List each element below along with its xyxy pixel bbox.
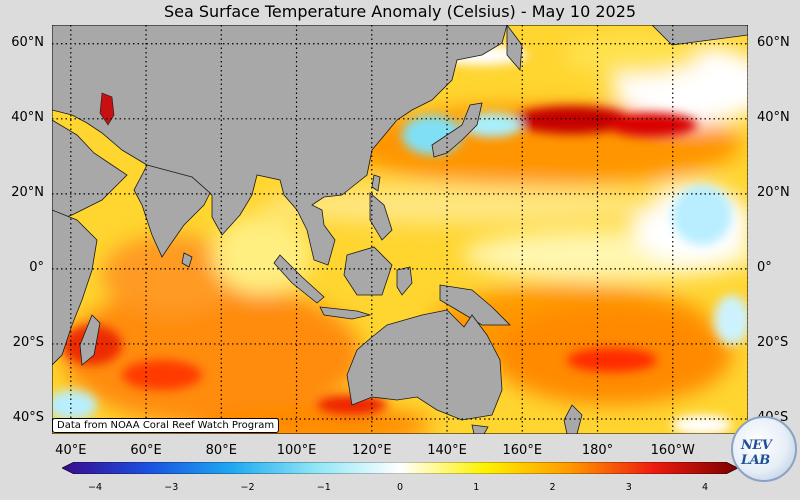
graticule (52, 25, 748, 434)
sst-anomaly-map (52, 25, 748, 434)
latitude-label-left: 40°S (12, 409, 44, 425)
latitude-label-right: 0° (757, 259, 772, 275)
land-tasmania (471, 424, 489, 434)
longitude-label: 140°E (427, 443, 467, 458)
latitude-label-left: 20°S (12, 334, 44, 350)
longitude-label: 40°E (55, 443, 87, 458)
land-java (319, 306, 372, 320)
land-sumatra (273, 254, 325, 304)
longitude-label: 100°E (276, 443, 317, 458)
land-taiwan (371, 174, 381, 192)
colorbar-tick-label: 3 (625, 482, 632, 493)
land-india (133, 164, 211, 258)
longitude-label: 120°E (352, 443, 392, 458)
colorbar-tick-label: −3 (164, 482, 179, 493)
colorbar (62, 462, 738, 474)
land-borneo (343, 246, 393, 296)
latitude-label-right: 20°S (757, 334, 789, 350)
logo-text: NEV LAB (741, 438, 772, 468)
latitude-label-right: 60°N (757, 34, 790, 50)
colorbar-tick-label: 1 (473, 482, 480, 493)
land-africa (52, 209, 98, 366)
land-madagascar (79, 314, 101, 366)
latitude-label-left: 60°N (11, 34, 44, 50)
land-alaska-north-america (651, 25, 748, 46)
caspian-sea (99, 92, 115, 126)
land-australia (346, 309, 503, 421)
colorbar-tick-label: −2 (240, 482, 255, 493)
colorbar-tick-label: 2 (549, 482, 556, 493)
colorbar-tick-label: −4 (87, 482, 103, 493)
longitude-label: 60°E (130, 443, 162, 458)
latitude-label-left: 0° (29, 259, 44, 275)
land-kamchatka (506, 25, 523, 71)
latitude-label-left: 20°N (11, 184, 44, 200)
land-japan (431, 102, 483, 158)
colorbar-tick-label: 4 (701, 482, 709, 493)
data-credit-box: Data from NOAA Coral Reef Watch Program (52, 418, 280, 433)
land-philippines (369, 192, 393, 241)
land-new-guinea (439, 284, 511, 326)
nevlab-logo: NEV LAB (731, 416, 797, 482)
map-title: Sea Surface Temperature Anomaly (Celsius… (163, 2, 637, 21)
colorbar-tick-label: −1 (316, 482, 331, 493)
longitude-label: 180° (581, 443, 614, 458)
land-masses (52, 25, 748, 434)
colorbar-tick-label: 0 (396, 482, 404, 493)
latitude-label-right: 20°N (757, 184, 790, 200)
latitude-label-left: 40°N (11, 109, 44, 125)
longitude-label: 160°E (502, 443, 543, 458)
land-sulawesi (396, 266, 413, 296)
land-sri-lanka (181, 252, 193, 268)
longitude-label: 80°E (205, 443, 237, 458)
longitude-label: 160°W (650, 443, 695, 458)
latitude-label-right: 40°N (757, 109, 790, 125)
land-new-zealand (563, 404, 583, 434)
